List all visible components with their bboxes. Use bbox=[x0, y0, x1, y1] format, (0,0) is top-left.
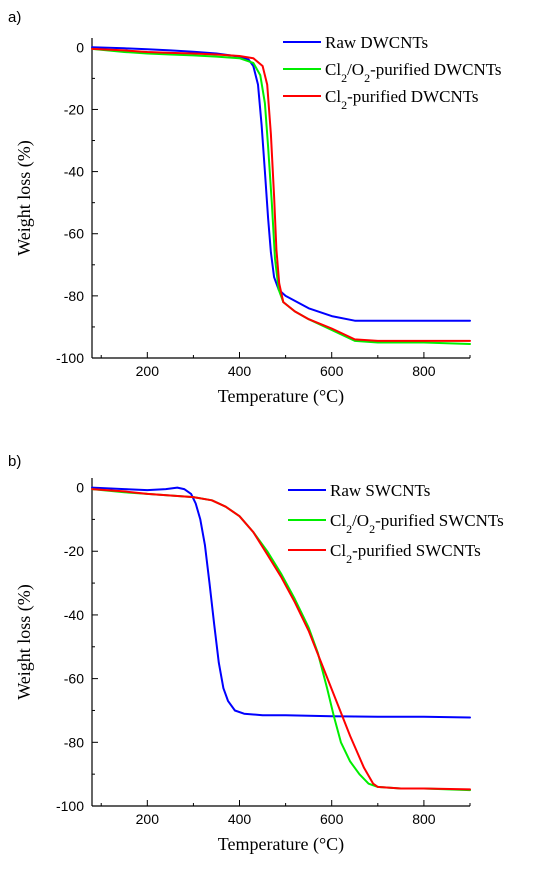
y-tick-label: -60 bbox=[64, 226, 84, 242]
y-axis-label: Weight loss (%) bbox=[14, 584, 35, 700]
y-tick-label: -20 bbox=[64, 101, 84, 117]
series-line-1 bbox=[91, 46, 471, 322]
chart-panel-a: a) 200 400 600 800 0 -20 -40 -60 -80 -100 Temperatu… bbox=[8, 9, 502, 407]
x-tick-label: 200 bbox=[136, 363, 160, 379]
y-tick-label: 0 bbox=[76, 39, 84, 55]
legend-entry: Cl2-purified DWCNTs bbox=[325, 87, 479, 112]
x-tick-label: 400 bbox=[228, 363, 252, 379]
x-axis-label: Temperature (°C) bbox=[218, 834, 344, 855]
series-line-3 bbox=[91, 47, 471, 342]
x-tick-label: 200 bbox=[136, 811, 160, 827]
panel-label: a) bbox=[8, 9, 21, 26]
y-tick-label: -100 bbox=[56, 798, 84, 814]
x-tick-label: 400 bbox=[228, 811, 252, 827]
y-axis-label: Weight loss (%) bbox=[14, 140, 35, 256]
series-line-2 bbox=[91, 47, 471, 345]
x-tick-label: 600 bbox=[320, 363, 344, 379]
series-line-3 bbox=[91, 488, 471, 791]
legend: Raw DWCNTs Cl2/O2-purified DWCNTsCl2-puri… bbox=[283, 33, 502, 112]
series-line-2 bbox=[91, 488, 471, 792]
legend: Raw SWCNTs Cl2/O2-purified SWCNTs Cl2-puri… bbox=[288, 481, 504, 566]
y-tick-label: -20 bbox=[64, 543, 84, 559]
legend-entry: Cl2-purified SWCNTs bbox=[330, 541, 481, 566]
x-tick-label: 600 bbox=[320, 811, 344, 827]
legend-entry: Cl2/O2-purified SWCNTs bbox=[330, 511, 504, 536]
chart-panel-b: b) 200 400 600 800 0 -20 -40 -60 -80 -100 Temperatu… bbox=[8, 453, 504, 855]
y-tick-label: -40 bbox=[64, 164, 84, 180]
y-tick-label: -60 bbox=[64, 671, 84, 687]
y-tick-label: -100 bbox=[56, 350, 84, 366]
x-axis-label: Temperature (°C) bbox=[218, 386, 344, 407]
x-tick-label: 800 bbox=[412, 363, 436, 379]
legend-entry: Raw SWCNTs bbox=[330, 481, 430, 500]
y-tick-label: 0 bbox=[76, 480, 84, 496]
y-tick-label: -40 bbox=[64, 607, 84, 623]
x-tick-label: 800 bbox=[412, 811, 436, 827]
panel-label: b) bbox=[8, 453, 21, 470]
legend-entry: Cl2/O2-purified DWCNTs bbox=[325, 60, 502, 85]
legend-entry: Raw DWCNTs bbox=[325, 33, 428, 52]
series-line-1 bbox=[91, 486, 471, 719]
y-tick-label: -80 bbox=[64, 734, 84, 750]
y-tick-label: -80 bbox=[64, 288, 84, 304]
